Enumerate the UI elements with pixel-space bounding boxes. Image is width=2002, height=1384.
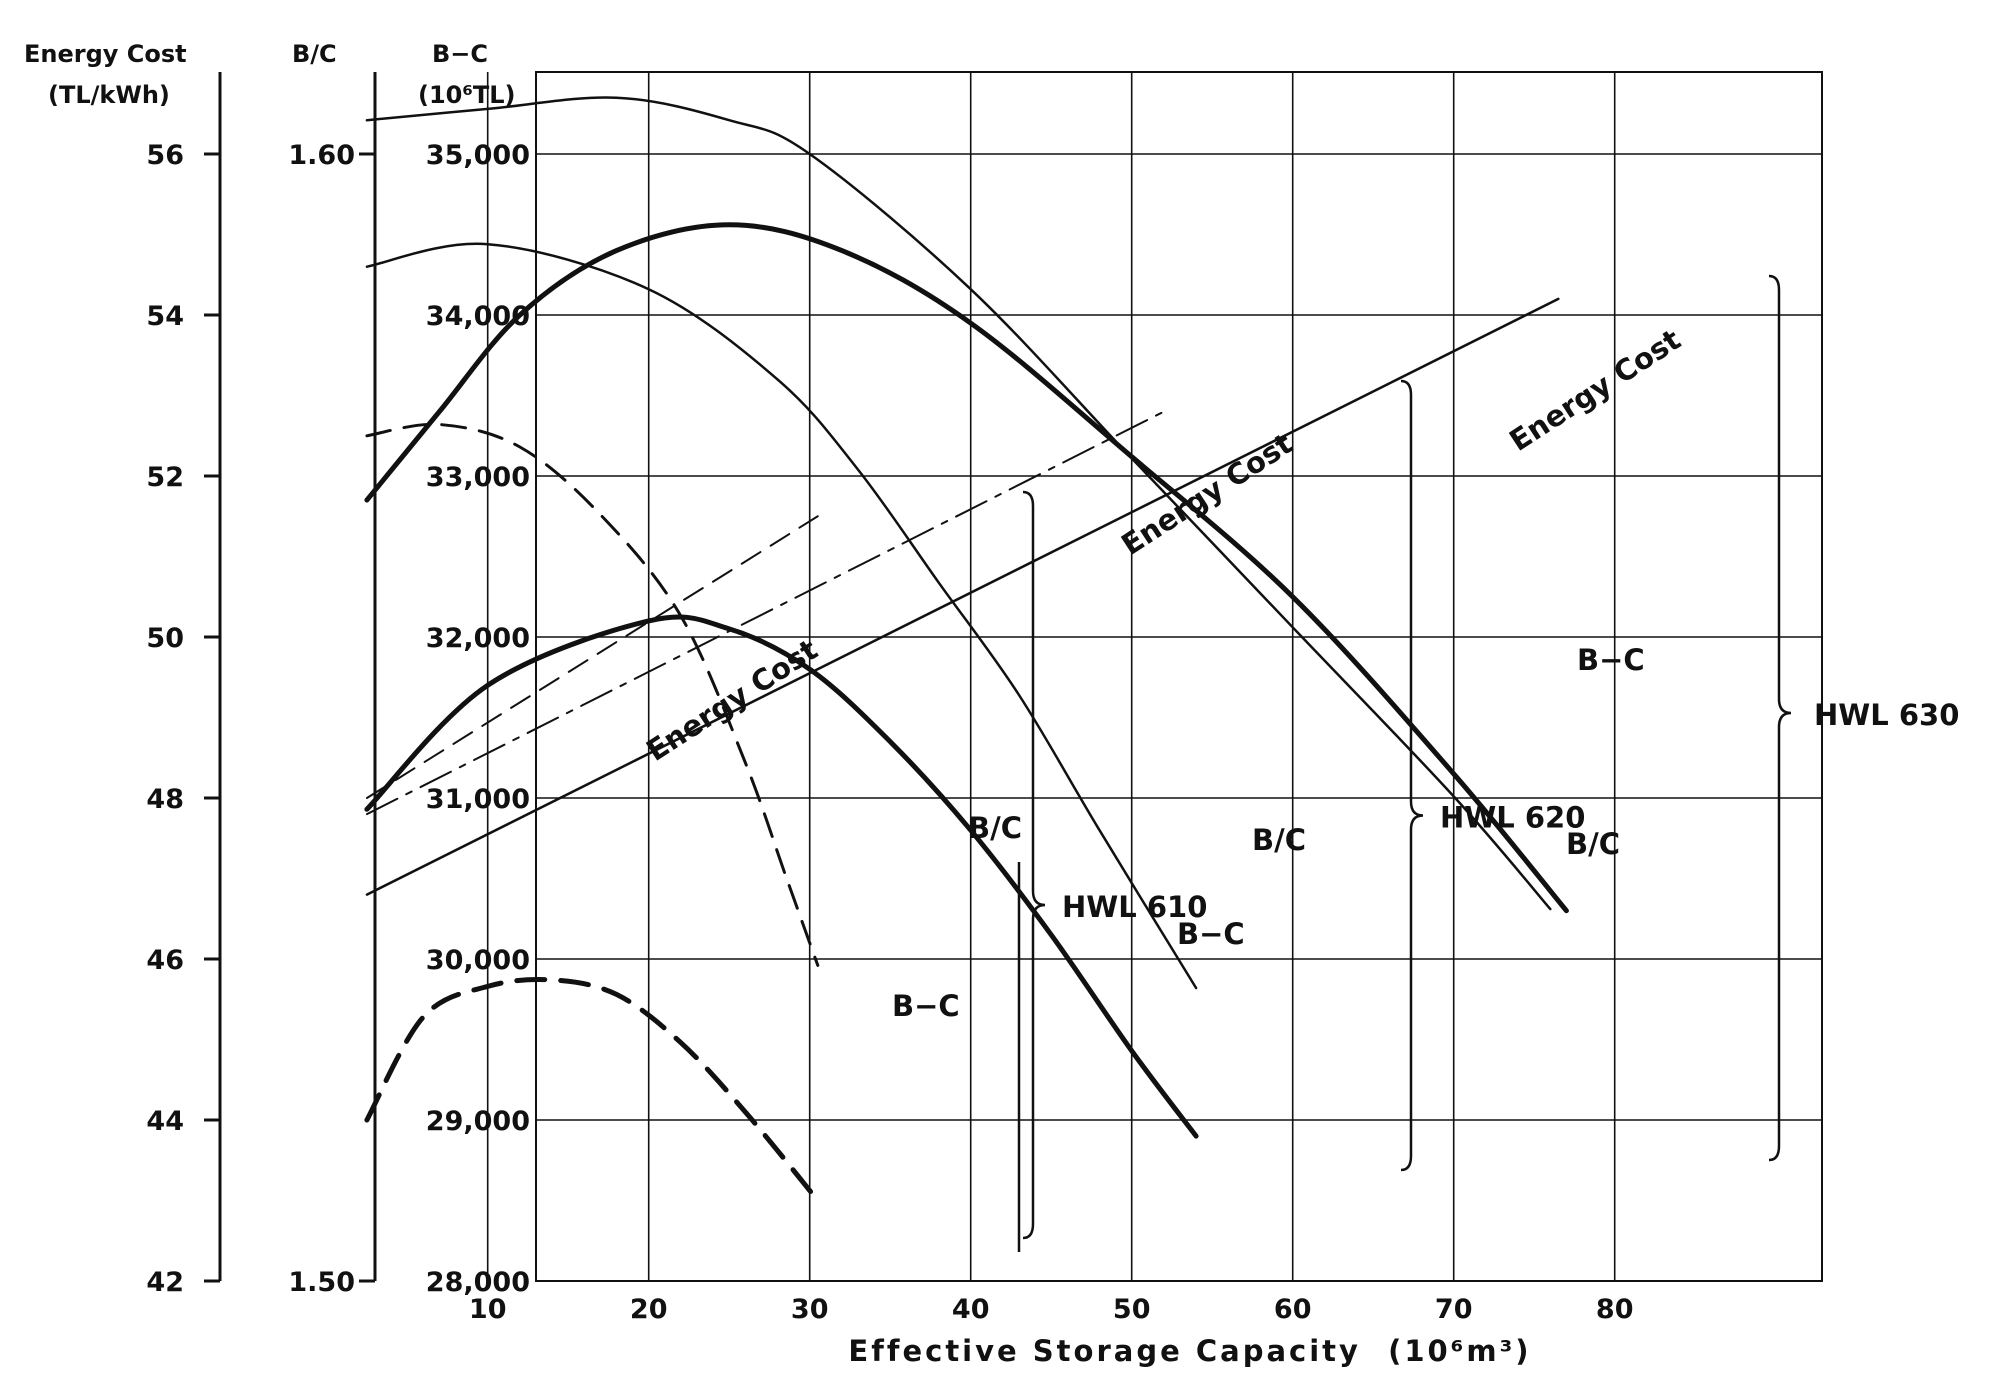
b-minus-c-tick-label: 32,000 [426, 623, 530, 654]
b-minus-c-line [364, 614, 1199, 1139]
b-minus-c-line-label: B−C [1577, 643, 1645, 677]
energy-cost-tick-label: 52 [146, 462, 184, 493]
group-brace [1400, 379, 1424, 1172]
energy-cost-tick-label: 44 [146, 1106, 184, 1137]
b-minus-c-axis-unit: (10⁶TL) [418, 81, 516, 109]
x-tick-label: 40 [952, 1294, 990, 1325]
energy-cost-tick-label: 54 [146, 301, 184, 332]
x-tick-label: 70 [1435, 1294, 1473, 1325]
b-minus-c-tick-label: 29,000 [426, 1106, 530, 1137]
energy-cost-line-label: Energy Cost [640, 632, 823, 768]
x-axis-title: Effective Storage Capacity (10⁶m³) [848, 1334, 1531, 1368]
energy-cost-axis-unit: (TL/kWh) [48, 81, 170, 109]
x-tick-label: 10 [469, 1294, 507, 1325]
b-minus-c-tick-label: 33,000 [426, 462, 530, 493]
bc-tick-label: 1.60 [288, 140, 355, 171]
series [364, 96, 1569, 1252]
b-minus-c-tick-label: 30,000 [426, 945, 530, 976]
energy-cost-line [365, 297, 1560, 896]
x-tick-label: 80 [1596, 1294, 1634, 1325]
b-minus-c-line [364, 222, 1569, 914]
energy-cost-tick-label: 48 [146, 784, 184, 815]
group-label: HWL 620 [1440, 801, 1585, 835]
energy-cost-axis-title: Energy Cost [24, 40, 187, 68]
group-brace [1022, 490, 1046, 1240]
bc-axis-title: B/C [292, 40, 337, 68]
bc-tick-label: 1.50 [288, 1267, 355, 1298]
curve-labels: HWL 610 HWL 620 HWL 630 Energy Cost Energy C… [640, 274, 1959, 1240]
b-minus-c-tick-label: 34,000 [426, 301, 530, 332]
group-label: HWL 630 [1814, 698, 1959, 732]
energy-cost-tick-label: 42 [146, 1267, 184, 1298]
x-tick-label: 50 [1113, 1294, 1151, 1325]
x-tick-label: 20 [630, 1294, 668, 1325]
bc-line-label: B/C [1252, 823, 1306, 857]
energy-cost-tick-label: 56 [146, 140, 184, 171]
b-minus-c-axis-title: B−C [432, 40, 488, 68]
b-minus-c-tick-label: 31,000 [426, 784, 530, 815]
b-minus-c-line-label: B−C [1177, 917, 1245, 951]
axes: 10 20 30 40 50 60 70 80 42 44 46 48 50 52 54 56 1.50 1.60… [146, 72, 1633, 1325]
bc-line [365, 96, 1552, 911]
group-brace [1768, 274, 1792, 1162]
b-minus-c-tick-label: 35,000 [426, 140, 530, 171]
b-minus-c-line-label: B−C [892, 989, 960, 1023]
energy-cost-line [365, 410, 1165, 816]
energy-cost-line-label: Energy Cost [1115, 426, 1298, 562]
b-minus-c-tick-label: 28,000 [426, 1267, 530, 1298]
energy-cost-tick-label: 46 [146, 945, 184, 976]
bc-line [365, 242, 1198, 990]
bc-line-label: B/C [968, 811, 1022, 845]
energy-cost-tick-label: 50 [146, 623, 184, 654]
b-minus-c-line [364, 976, 821, 1203]
energy-cost-line [365, 515, 819, 799]
x-tick-label: 30 [791, 1294, 829, 1325]
energy-cost-line-label: Energy Cost [1503, 322, 1686, 458]
group-label: HWL 610 [1062, 890, 1207, 924]
x-tick-label: 60 [1274, 1294, 1312, 1325]
bc-line [365, 422, 820, 967]
bc-line-label: B/C [1566, 827, 1620, 861]
